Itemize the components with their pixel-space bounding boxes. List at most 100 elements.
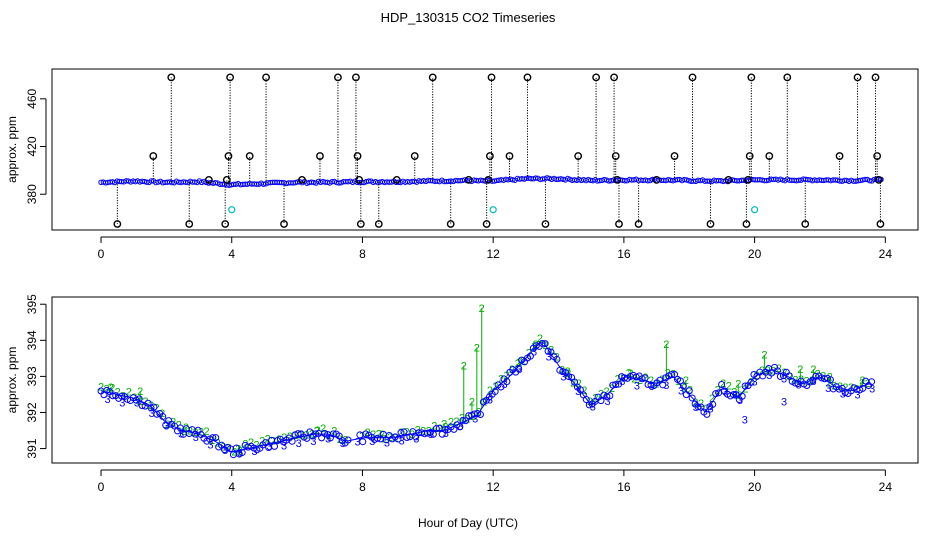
series-point (329, 430, 337, 438)
spike-point (876, 220, 885, 228)
series-marker: 3 (237, 448, 243, 460)
series-point (150, 403, 158, 411)
series-marker: 3 (104, 394, 110, 406)
series-point (400, 428, 408, 436)
series-point (403, 433, 411, 441)
flag-marker: 2 (479, 303, 485, 315)
flag-marker: 2 (770, 365, 776, 377)
series-marker: 3 (472, 414, 478, 426)
bottom-y-axis-label: approx. ppm (5, 347, 19, 414)
flag-marker: 2 (515, 358, 521, 370)
flag-marker: 2 (437, 423, 443, 435)
baseline-point (777, 176, 784, 182)
series-point (768, 369, 776, 377)
series-point (738, 392, 746, 400)
series-point (303, 434, 311, 442)
flag-marker: 2 (474, 343, 480, 355)
flag-marker: 2 (170, 417, 176, 429)
series-marker: 3 (590, 401, 596, 413)
series-marker: 3 (634, 381, 640, 393)
series-marker: 3 (707, 404, 713, 416)
spike-point (204, 176, 213, 184)
flag-marker: 2 (270, 436, 276, 448)
flag-marker: 2 (615, 374, 621, 386)
flag-marker: 2 (487, 385, 493, 397)
spike-point (374, 220, 383, 228)
series-point (532, 342, 540, 350)
series-point (456, 423, 464, 431)
series-point (138, 402, 146, 410)
series-point (694, 403, 702, 411)
bottom-plot-frame (51, 296, 919, 464)
outlier-marker: 3 (732, 389, 738, 401)
spike-point (353, 152, 362, 160)
flag-marker: 2 (104, 384, 110, 396)
series-marker: 3 (619, 376, 625, 388)
series-point (159, 413, 167, 421)
series-point (394, 435, 402, 443)
flag-marker: 2 (687, 384, 693, 396)
series-point (565, 373, 573, 381)
spike-point (613, 176, 622, 184)
series-marker: 3 (457, 421, 463, 433)
bottom-y-tick-label: 394 (25, 330, 39, 350)
baseline-point (510, 177, 516, 183)
spike-point (428, 73, 437, 82)
spike-point (446, 220, 455, 228)
flag-marker: 2 (692, 397, 698, 409)
spike-point (652, 176, 661, 184)
flag-marker: 2 (165, 419, 171, 431)
flag-marker: 2 (776, 363, 782, 375)
series-marker: 3 (722, 386, 728, 398)
flag-marker: 2 (531, 341, 537, 353)
flag-marker: 2 (810, 364, 816, 376)
flag-marker: 2 (465, 413, 471, 425)
series-point (212, 434, 220, 442)
series-point (491, 388, 499, 396)
top-x-tick-label: 20 (748, 247, 762, 261)
series-point (109, 392, 117, 400)
spike-point (874, 176, 883, 184)
flag-marker: 2 (504, 370, 510, 382)
top-x-tick-label: 0 (98, 247, 105, 261)
baseline-point (866, 178, 873, 184)
flag-marker: 2 (827, 371, 833, 383)
flag-marker: 2 (441, 418, 447, 430)
spike-point (482, 220, 491, 228)
series-point (688, 394, 696, 402)
spike-point (392, 176, 401, 184)
spike-point (356, 220, 365, 228)
series-point (271, 442, 279, 450)
top-panel: 0 4 8 12 16 20 24 380 420 460 approx. ppm (5, 68, 919, 261)
series-marker: 3 (443, 428, 449, 440)
flag-marker: 2 (108, 382, 114, 394)
flag-marker: 2 (242, 438, 248, 450)
flag-marker: 2 (837, 381, 843, 393)
spike-point (334, 73, 342, 82)
series-point (641, 374, 649, 382)
flag-marker: 2 (798, 374, 804, 386)
bottom-y-tick-label: 391 (25, 438, 39, 458)
spike-point (245, 152, 254, 160)
spike-point (226, 73, 235, 82)
series-point (773, 367, 781, 375)
flag-marker: 2 (98, 381, 104, 393)
flag-marker: 2 (735, 379, 741, 391)
series-point (359, 438, 367, 446)
spike-point (505, 152, 514, 160)
series-marker: 3 (560, 372, 566, 384)
series-point (288, 437, 296, 445)
series-marker: 3 (810, 376, 816, 388)
series-point (312, 430, 320, 438)
series-point (344, 436, 352, 444)
flag-marker: 2 (537, 333, 543, 345)
series-point (294, 430, 302, 438)
flagged-point (489, 206, 497, 214)
spike-point (611, 152, 620, 160)
top-y-tick-label: 380 (25, 184, 39, 204)
spike-point (167, 73, 176, 82)
spike-point (835, 152, 844, 160)
flag-marker: 2 (183, 422, 189, 434)
flagged-point (228, 206, 236, 214)
